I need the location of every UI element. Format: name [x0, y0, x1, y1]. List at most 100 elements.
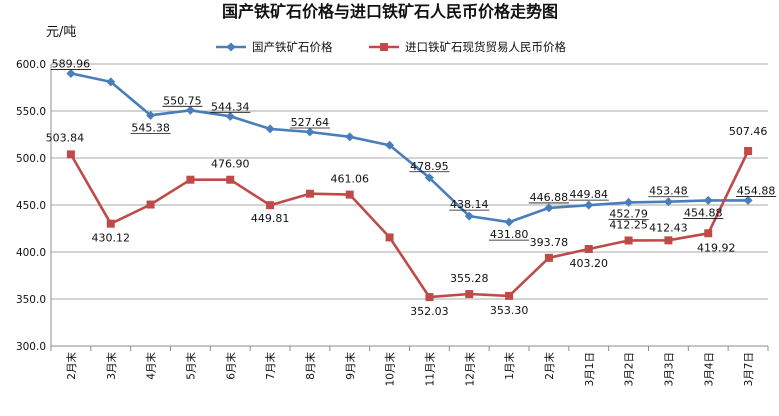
- series-1-point: [106, 77, 116, 87]
- x-tick-label: 7月末: [264, 352, 277, 380]
- series-1-point: [185, 105, 195, 115]
- y-tick-label: 450.0: [16, 200, 46, 212]
- gridlines: [51, 63, 768, 300]
- x-tick-label: 10月末: [384, 352, 397, 387]
- series-2-point: [624, 236, 633, 245]
- data-label: 393.78: [530, 236, 569, 249]
- x-tick-label: 3月1日: [584, 352, 596, 386]
- x-tick-label: 2月末: [543, 352, 556, 380]
- data-label: 449.84: [570, 188, 609, 201]
- x-tick-label: 3月2日: [624, 352, 636, 386]
- data-label: 355.28: [450, 272, 489, 285]
- series-1-point: [225, 111, 235, 121]
- data-label: 453.48: [649, 185, 688, 198]
- y-tick-label: 400.0: [16, 247, 46, 259]
- data-label: 545.38: [131, 121, 170, 134]
- series-1-point: [544, 203, 554, 213]
- series-2-point: [345, 190, 354, 199]
- series-1-point: [345, 132, 355, 142]
- data-label: 461.06: [331, 173, 370, 186]
- series-1-point: [504, 217, 514, 227]
- series-1-point: [66, 68, 76, 78]
- data-labels: 589.96 545.38 550.75 544.34 527.64 478.95 438.…: [46, 57, 777, 318]
- series-2-point: [186, 175, 195, 184]
- data-label: 452.79: [609, 207, 648, 220]
- y-tick-label: 300.0: [16, 341, 46, 353]
- series-2-point: [704, 229, 713, 238]
- series-2-point: [305, 189, 314, 198]
- data-label: 476.90: [211, 158, 250, 171]
- data-label: 589.96: [52, 57, 91, 70]
- data-label: 412.25: [609, 218, 648, 231]
- series-1-point: [146, 110, 156, 120]
- series-line-2: [69, 150, 750, 299]
- data-label: 438.14: [450, 198, 489, 211]
- series-2-point: [385, 233, 394, 242]
- series-2-point: [465, 290, 474, 299]
- data-label: 503.84: [46, 131, 85, 144]
- x-tick-label: 12月末: [463, 352, 476, 387]
- data-label: 454.88: [737, 184, 776, 197]
- data-label: 527.64: [291, 116, 330, 129]
- series-2-point: [744, 146, 753, 155]
- x-tick-label: 5月末: [184, 352, 197, 380]
- y-tick-label: 350.0: [16, 294, 46, 306]
- x-tick-label: 1月末: [503, 352, 516, 380]
- x-tick-label: 3月4日: [703, 352, 715, 386]
- data-label: 353.30: [490, 304, 529, 317]
- data-label: 403.20: [570, 257, 609, 270]
- series-1-point: [624, 197, 634, 207]
- x-tick-label: 6月末: [224, 352, 237, 380]
- y-tick-label: 500.0: [16, 153, 46, 165]
- series-2-point: [584, 244, 593, 253]
- series-2-point: [425, 293, 434, 302]
- series-2-point: [544, 253, 553, 262]
- series-1-point: [584, 200, 594, 210]
- series-1-point: [663, 197, 673, 207]
- data-label: 419.92: [697, 241, 736, 254]
- series-2-point: [266, 201, 275, 210]
- series-1-point: [265, 124, 275, 134]
- series-1-point: [743, 195, 753, 205]
- series-1-point: [464, 211, 474, 221]
- series-2-point: [106, 219, 115, 228]
- series-line-1: [70, 72, 749, 224]
- data-label: 454.88: [684, 206, 723, 219]
- series-2-point: [505, 291, 514, 300]
- series-2-point: [66, 150, 75, 159]
- x-tick-label: 3月末: [105, 352, 118, 380]
- axes: 300.0 350.0 400.0 450.0 500.0 550.0 600.0 2月末 3月…: [16, 59, 769, 387]
- series-1-point: [424, 173, 434, 183]
- data-label: 412.43: [649, 221, 688, 234]
- data-label: 352.03: [410, 305, 449, 318]
- x-tick-label: 2月末: [65, 352, 78, 380]
- series-2-point: [146, 200, 155, 209]
- y-tick-label: 550.0: [16, 106, 46, 118]
- series-1-point: [305, 127, 315, 137]
- chart-title: 国产铁矿石价格与进口铁矿石人民币价格走势图: [222, 2, 558, 21]
- x-tick-label: 11月末: [423, 352, 436, 387]
- data-label: 478.95: [410, 160, 449, 173]
- series-layer: [66, 68, 753, 302]
- legend-marker-1: [226, 42, 236, 52]
- data-label: 544.34: [211, 100, 250, 113]
- legend-label-1: 国产铁矿石价格: [252, 40, 333, 54]
- data-label: 431.80: [490, 228, 529, 241]
- y-axis-unit: 元/吨: [46, 25, 76, 40]
- x-tick-label: 3月7日: [743, 352, 755, 386]
- series-2-point: [226, 175, 235, 184]
- x-tick-label: 3月3日: [663, 352, 675, 386]
- x-tick-label: 4月末: [145, 352, 158, 380]
- data-label: 446.88: [530, 191, 569, 204]
- data-label: 430.12: [92, 232, 131, 245]
- legend-marker-2: [380, 43, 388, 51]
- data-label: 507.46: [729, 125, 768, 138]
- data-label: 449.81: [251, 212, 290, 225]
- legend-label-2: 进口铁矿石现货贸易人民币价格: [405, 40, 566, 54]
- x-tick-label: 8月末: [304, 352, 317, 380]
- series-1-point: [703, 195, 713, 205]
- legend: 国产铁矿石价格 进口铁矿石现货贸易人民币价格: [216, 40, 566, 54]
- series-1-point: [385, 140, 395, 150]
